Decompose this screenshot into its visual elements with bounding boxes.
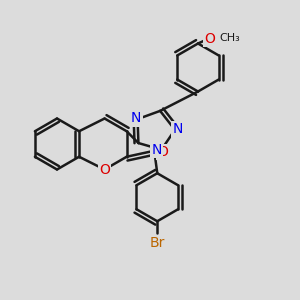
Text: N: N xyxy=(152,143,162,157)
Text: Br: Br xyxy=(150,236,165,250)
Text: CH₃: CH₃ xyxy=(219,33,240,43)
Text: O: O xyxy=(157,145,168,159)
Text: O: O xyxy=(99,163,110,176)
Text: N: N xyxy=(173,122,183,136)
Text: N: N xyxy=(131,111,141,125)
Text: O: O xyxy=(204,32,215,46)
